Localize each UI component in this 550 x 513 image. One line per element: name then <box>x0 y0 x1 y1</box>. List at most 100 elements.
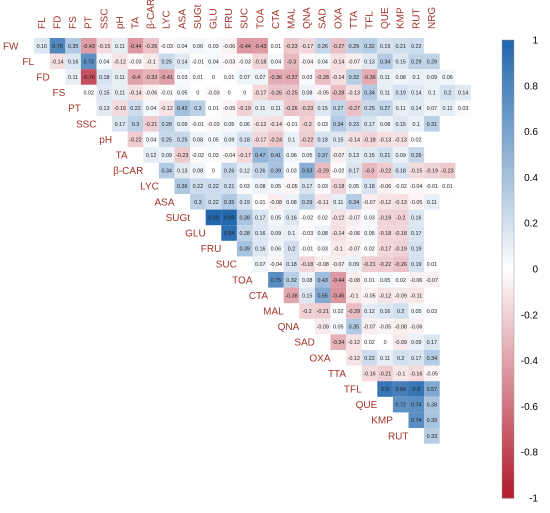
row-label-fl: FL <box>22 57 34 68</box>
heatmap-cell: 0.05 <box>221 116 237 132</box>
cell-value: 0.06 <box>239 122 250 128</box>
heatmap-cell: 0.3 <box>127 116 144 132</box>
cell-fill <box>299 147 315 163</box>
cell-value: 0.75 <box>271 278 282 284</box>
heatmap-cell: 0.1 <box>424 84 440 101</box>
cell-value: 0.28 <box>161 122 172 128</box>
heatmap-cell: -0.11 <box>408 287 425 304</box>
heatmap-cell: -0.03 <box>158 38 175 54</box>
heatmap-cell: -0.04 <box>221 147 237 163</box>
heatmap-cell: 0.14 <box>408 100 425 116</box>
cell-fill <box>143 53 159 70</box>
cell-fill <box>377 178 393 194</box>
cell-value: 0.2 <box>397 309 405 315</box>
cell-fill <box>439 162 456 179</box>
cell-value: -0.01 <box>285 122 297 128</box>
cell-value: 0.15 <box>364 153 375 159</box>
cell-fill <box>268 240 284 257</box>
cell-value: 0.12 <box>146 153 157 159</box>
heatmap-cell: 0.05 <box>174 84 191 101</box>
heatmap-cell: 0.17 <box>299 178 315 194</box>
cell-fill <box>424 396 440 413</box>
cell-fill <box>65 69 81 85</box>
cell-value: 0.09 <box>411 340 422 346</box>
cell-value: -0.06 <box>145 91 157 97</box>
cell-fill <box>361 272 378 288</box>
cell-fill <box>408 53 425 70</box>
row-label-fw: FW <box>3 41 19 52</box>
cell-value: -0.19 <box>379 215 391 221</box>
heatmap-cell: -0.26 <box>268 84 284 101</box>
heatmap-cell: 0.18 <box>96 69 113 85</box>
cell-fill <box>314 287 331 304</box>
cell-fill <box>283 287 300 304</box>
heatmap-cell: 0.1 <box>283 225 300 241</box>
cell-fill <box>408 256 425 272</box>
cell-fill <box>236 131 253 148</box>
column-label-tta: TTA <box>349 11 360 29</box>
column-label-fl: FL <box>37 17 48 29</box>
cell-fill <box>330 131 347 148</box>
cell-value: 0.03 <box>317 247 328 253</box>
heatmap-cell: -0.03 <box>127 53 144 70</box>
cell-value: 0.08 <box>380 122 391 128</box>
cell-value: -0.2 <box>396 215 405 221</box>
column-label-lyc: LYC <box>162 10 173 29</box>
cell-fill <box>236 84 253 101</box>
cell-value: -0.21 <box>145 122 157 128</box>
cell-fill <box>392 162 409 179</box>
cell-value: 0.11 <box>115 75 125 81</box>
cell-value: 0.16 <box>380 309 391 315</box>
cell-value: -0.22 <box>379 169 391 175</box>
heatmap-cell: 0.11 <box>424 194 440 210</box>
heatmap-cell: -0.14 <box>49 53 66 70</box>
cell-value: 0.18 <box>317 137 328 143</box>
cell-fill <box>346 131 362 148</box>
column-label-mal: MAL <box>287 8 298 29</box>
cell-value: 0.02 <box>411 137 422 143</box>
heatmap-cell: 0.32 <box>346 69 362 85</box>
cell-value: 0.11 <box>380 356 390 362</box>
cell-value: 0.29 <box>427 59 438 65</box>
cell-value: -0.16 <box>114 106 126 112</box>
cell-fill <box>205 53 222 70</box>
cell-fill <box>299 178 315 194</box>
heatmap-cell: 0.16 <box>252 240 269 257</box>
heatmap-cell: -0.07 <box>346 209 362 226</box>
cell-value: -0.03 <box>129 59 141 65</box>
cell-value: 0.11 <box>333 200 343 206</box>
cell-fill <box>377 131 393 148</box>
cell-fill <box>392 350 409 366</box>
heatmap-cell: 0.03 <box>205 38 222 54</box>
cell-fill <box>346 116 362 132</box>
cell-value: 0.42 <box>177 106 188 112</box>
cell-value: 0.03 <box>239 184 250 190</box>
cell-fill <box>236 69 253 85</box>
cell-fill <box>361 225 378 241</box>
heatmap-cell: -0.17 <box>299 38 315 54</box>
colorbar-tick-label: -0.2 <box>521 310 539 321</box>
cell-value: 0.16 <box>255 247 266 253</box>
cell-fill <box>330 38 347 54</box>
heatmap-cell: -0.05 <box>361 287 378 304</box>
cell-value: 0.13 <box>177 169 188 175</box>
heatmap-cell: 0.35 <box>65 38 81 54</box>
heatmap-cell: 0.72 <box>392 396 409 413</box>
heatmap-cell: 0.26 <box>252 162 269 179</box>
column-label-tfl: TFL <box>365 11 376 29</box>
heatmap-cell: 0.9 <box>377 381 393 397</box>
cell-value: 0.9 <box>381 387 389 393</box>
cell-value: 0.03 <box>458 106 469 112</box>
cell-value: 0.02 <box>333 309 344 315</box>
heatmap-cell: 0.04 <box>96 53 113 70</box>
cell-value: -0.03 <box>207 122 219 128</box>
row-label-oxa: OXA <box>309 353 330 364</box>
column-label-sad: SAD <box>318 8 329 29</box>
cell-value: 0.3 <box>194 200 202 206</box>
cell-fill <box>236 53 253 70</box>
cell-fill <box>408 116 425 132</box>
heatmap-cell: -0.17 <box>377 240 393 257</box>
cell-value: 0.99 <box>208 215 219 221</box>
cell-fill <box>96 69 113 85</box>
cell-value: 0.84 <box>395 387 406 393</box>
